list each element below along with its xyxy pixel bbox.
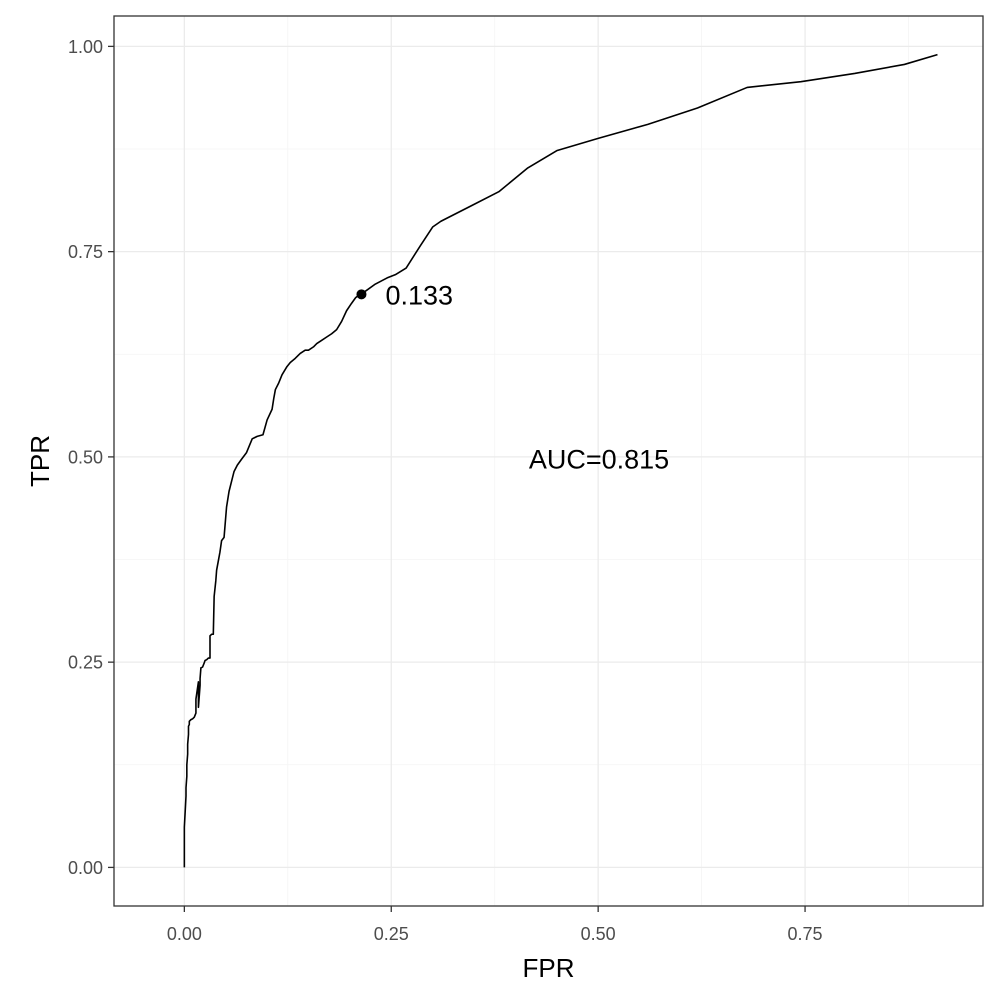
plot-panel-border [113,15,984,907]
y-axis-ticks: 0.00 0.25 0.50 0.75 1.00 [68,37,114,878]
y-tick-label: 0.50 [68,447,103,467]
auc-annotation: AUC=0.815 [529,445,669,475]
x-tick-label: 0.00 [167,924,202,944]
major-gridlines [114,16,983,906]
roc-curve-line [183,53,938,868]
x-tick-label: 0.25 [374,924,409,944]
x-tick-label: 0.50 [581,924,616,944]
roc-series [183,53,938,868]
annotations: AUC=0.815 [529,445,669,475]
y-tick-label: 0.25 [68,653,103,673]
highlighted-points: 0.133 [356,280,453,310]
y-tick-label: 0.75 [68,242,103,262]
threshold-point-label: 0.133 [385,280,453,310]
x-tick-label: 0.75 [788,924,823,944]
minor-gridlines [114,16,983,906]
y-tick-label: 0.00 [68,858,103,878]
x-axis-ticks: 0.00 0.25 0.50 0.75 [167,906,823,944]
y-tick-label: 1.00 [68,37,103,57]
y-axis-title: TPR [25,435,55,487]
threshold-point [356,289,367,300]
x-axis-title: FPR [523,953,575,983]
